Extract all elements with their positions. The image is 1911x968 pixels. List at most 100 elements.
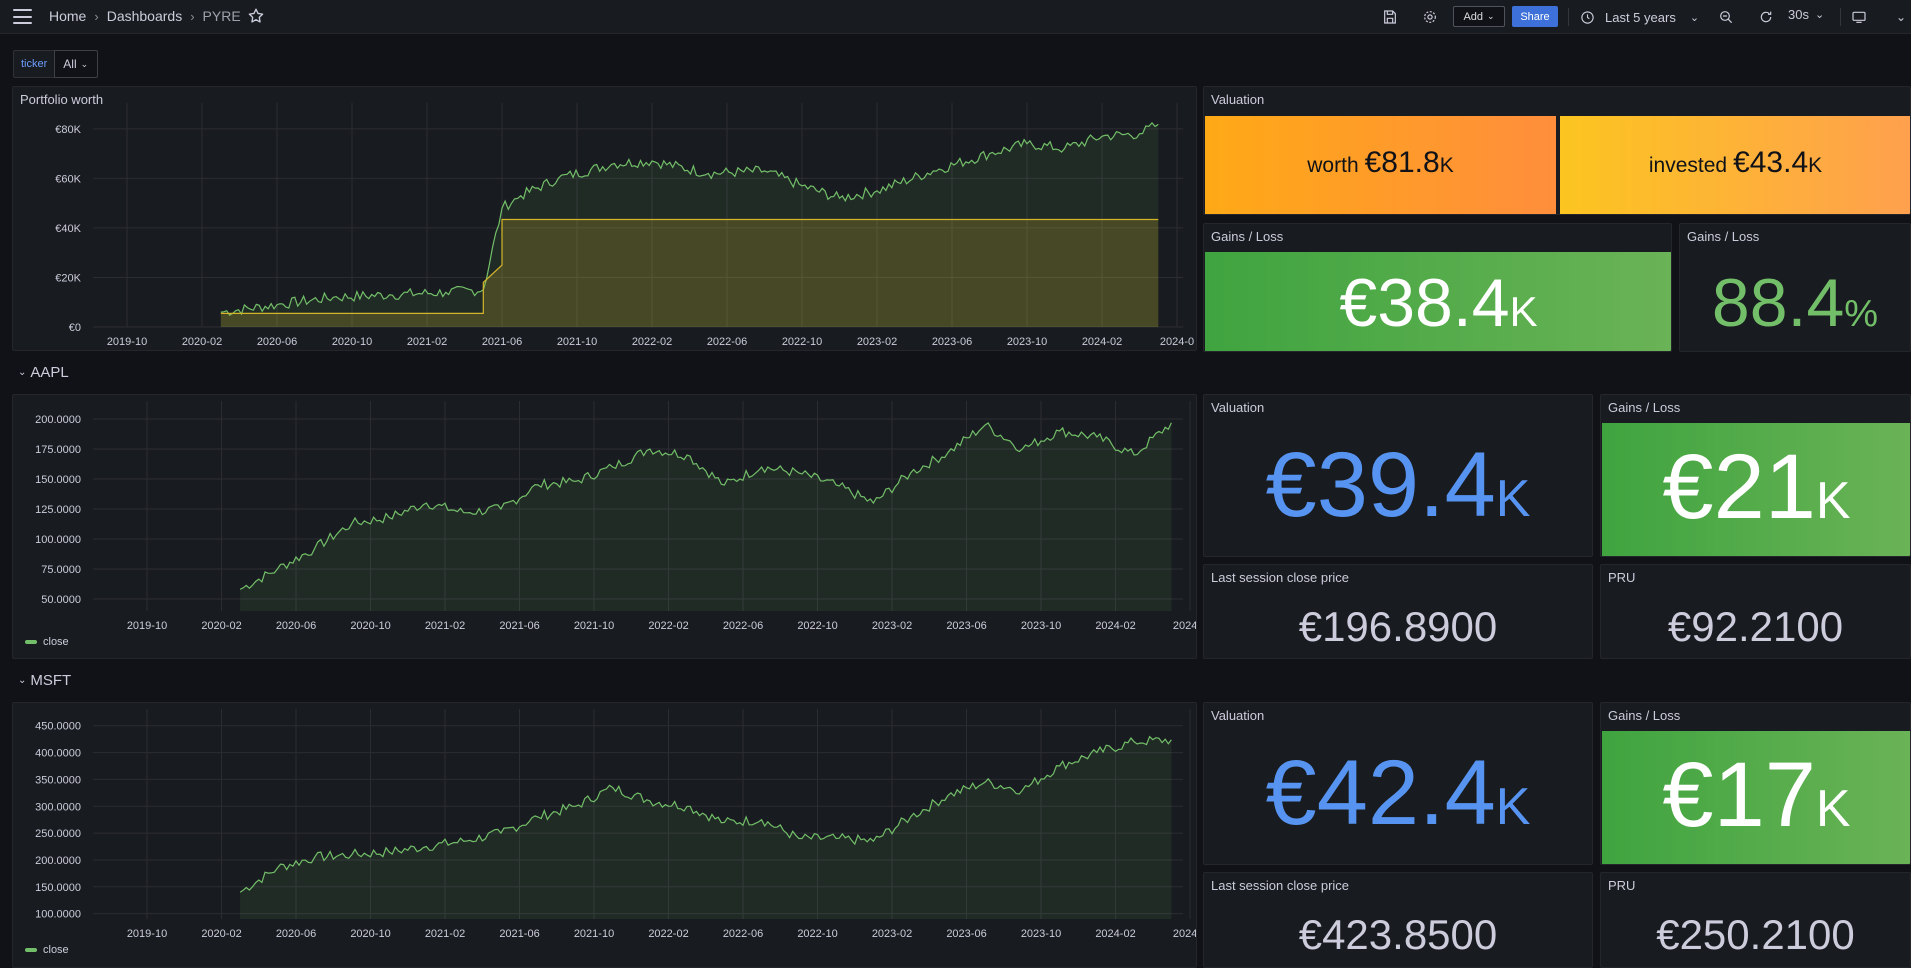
- msft-chart-panel[interactable]: 2019-10 2020-02 2020-06 2020-10 2021-02 2021-…: [12, 702, 1197, 968]
- breadcrumb-dashboards[interactable]: Dashboards: [106, 8, 183, 24]
- msft-close-price-panel[interactable]: Last session close price €423.8500: [1203, 872, 1593, 968]
- x-tick-label: 2022-10: [782, 336, 822, 348]
- x-tick-label: 2021-10: [557, 336, 597, 348]
- series-line: [220, 218, 1159, 314]
- share-button[interactable]: Share: [1512, 6, 1558, 27]
- aapl-gains-loss-panel[interactable]: Gains / Loss €21 K: [1600, 394, 1911, 557]
- gains-value: €38.4: [1339, 265, 1510, 341]
- valuation-panel[interactable]: Valuation worth €81.8 K invested €43.4 K: [1203, 86, 1911, 215]
- divider: [1840, 8, 1841, 26]
- x-tick-label: 2022-02: [632, 336, 672, 348]
- worth-stat: worth €81.8 K: [1205, 146, 1556, 180]
- gains-loss-percent-panel[interactable]: Gains / Loss 88.4 %: [1679, 223, 1911, 352]
- zoom-out-icon[interactable]: [1716, 7, 1736, 27]
- msft-gains-value: €17: [1662, 744, 1816, 846]
- y-tick-label: €80K: [55, 124, 81, 136]
- chevron-down-icon: ⌄: [18, 367, 27, 378]
- legend-label: close: [43, 944, 69, 956]
- msft-valuation-panel[interactable]: Valuation €42.4 K: [1203, 702, 1593, 865]
- chevron-down-icon: ⌄: [1487, 11, 1495, 21]
- y-tick-label: 200.0000: [35, 855, 81, 867]
- y-tick-label: 100.0000: [35, 909, 81, 921]
- aapl-valuation-panel[interactable]: Valuation €39.4 K: [1203, 394, 1593, 557]
- x-tick-label: 2020-10: [332, 336, 372, 348]
- msft-valuation-unit: K: [1495, 778, 1531, 836]
- x-tick-label: 2023-10: [1007, 336, 1047, 348]
- invested-stat: invested €43.4 K: [1560, 146, 1910, 180]
- msft-close-chart: 2019-10 2020-02 2020-06 2020-10 2021-02 2021-…: [35, 709, 1196, 940]
- chevron-right-icon: ›: [94, 8, 99, 24]
- msft-gains-unit: K: [1815, 780, 1851, 838]
- msft-gains-stat: €17 K: [1602, 743, 1910, 848]
- star-icon[interactable]: [247, 7, 265, 25]
- msft-valuation-stat: €42.4 K: [1204, 741, 1592, 846]
- refresh-icon[interactable]: [1756, 7, 1776, 27]
- x-tick-label: 2023-06: [946, 928, 986, 940]
- legend-swatch: [25, 640, 37, 644]
- aapl-valuation-unit: K: [1495, 470, 1531, 528]
- panel-title: Gains / Loss: [1608, 400, 1681, 415]
- aapl-chart-panel[interactable]: 2019-10 2020-02 2020-06 2020-10 2021-02 2021-…: [12, 394, 1197, 659]
- ticker-variable-value: All: [63, 57, 77, 71]
- x-tick-label: 2024-02: [1095, 620, 1135, 632]
- x-tick-label: 2023-02: [857, 336, 897, 348]
- gear-icon[interactable]: [1420, 7, 1440, 27]
- series-area-fill: [220, 219, 1159, 327]
- chart-legend[interactable]: close: [25, 944, 69, 956]
- chevron-down-icon: ⌄: [80, 58, 89, 69]
- ticker-variable-select[interactable]: All ⌄: [54, 50, 99, 78]
- time-range-picker[interactable]: Last 5 years ⌄: [1580, 7, 1699, 27]
- msft-pru: €250.2100: [1656, 911, 1855, 958]
- row-msft[interactable]: ⌄ MSFT: [18, 672, 71, 689]
- add-button-label: Add: [1463, 10, 1484, 23]
- x-tick-label: 2020-10: [350, 928, 390, 940]
- row-title: AAPL: [30, 364, 69, 381]
- x-tick-label: 2022-02: [648, 620, 688, 632]
- aapl-pru-panel[interactable]: PRU €92.2100: [1600, 564, 1911, 659]
- y-tick-label: 50.0000: [41, 594, 81, 606]
- worth-stat-tile: worth €81.8 K: [1205, 116, 1556, 214]
- gains-loss-panel[interactable]: Gains / Loss €38.4 K: [1203, 223, 1672, 352]
- y-tick-label: 150.0000: [35, 474, 81, 486]
- panel-title: Gains / Loss: [1608, 708, 1681, 723]
- y-tick-label: €0: [69, 322, 81, 334]
- breadcrumb-home[interactable]: Home: [49, 8, 87, 24]
- legend-swatch: [25, 948, 37, 952]
- gains-percent-value: 88.4: [1711, 265, 1845, 341]
- aapl-pru: €92.2100: [1667, 603, 1844, 650]
- tv-mode-icon[interactable]: [1849, 7, 1869, 27]
- refresh-interval-picker[interactable]: 30s ⌄: [1788, 7, 1824, 22]
- x-tick-label: 2024-0: [1173, 620, 1197, 632]
- add-button[interactable]: Add ⌄: [1453, 6, 1505, 27]
- menu-icon[interactable]: [13, 9, 32, 24]
- chart-legend[interactable]: close: [25, 636, 69, 648]
- worth-prefix: worth: [1307, 154, 1359, 177]
- x-tick-label: 2024-0: [1160, 336, 1194, 348]
- x-tick-label: 2019-10: [127, 620, 167, 632]
- msft-gains-loss-panel[interactable]: Gains / Loss €17 K: [1600, 702, 1911, 865]
- series-line-close: [239, 422, 1172, 590]
- save-icon[interactable]: [1380, 7, 1400, 27]
- x-tick-label: 2020-02: [201, 928, 241, 940]
- x-tick-label: 2023-10: [1021, 620, 1061, 632]
- x-tick-label: 2021-06: [499, 928, 539, 940]
- aapl-valuation-stat: €39.4 K: [1204, 433, 1592, 538]
- breadcrumb: Home › Dashboards › PYRE: [49, 8, 241, 24]
- x-tick-label: 2019-10: [107, 336, 147, 348]
- breadcrumb-current: PYRE: [202, 8, 241, 24]
- legend-label: close: [43, 636, 69, 648]
- worth-value: €81.8: [1364, 146, 1440, 179]
- aapl-close-price: €196.8900: [1298, 603, 1498, 650]
- chevron-down-icon[interactable]: ⌄: [1895, 10, 1907, 24]
- msft-pru-panel[interactable]: PRU €250.2100: [1600, 872, 1911, 968]
- portfolio-worth-chart: 2019-10 2020-02 2020-06 2020-10 2021-02 2021-…: [55, 103, 1194, 348]
- aapl-close-price-panel[interactable]: Last session close price €196.8900: [1203, 564, 1593, 659]
- variable-bar: ticker All ⌄: [13, 50, 99, 78]
- row-aapl[interactable]: ⌄ AAPL: [18, 364, 69, 381]
- portfolio-worth-panel[interactable]: Portfolio worth 2019-10 2020-02 2020-06 202…: [12, 86, 1197, 351]
- gains-percent-unit: %: [1844, 293, 1879, 335]
- y-tick-label: 300.0000: [35, 801, 81, 813]
- aapl-gains-value: €21: [1662, 436, 1816, 538]
- x-tick-label: 2022-06: [707, 336, 747, 348]
- y-tick-label: 150.0000: [35, 882, 81, 894]
